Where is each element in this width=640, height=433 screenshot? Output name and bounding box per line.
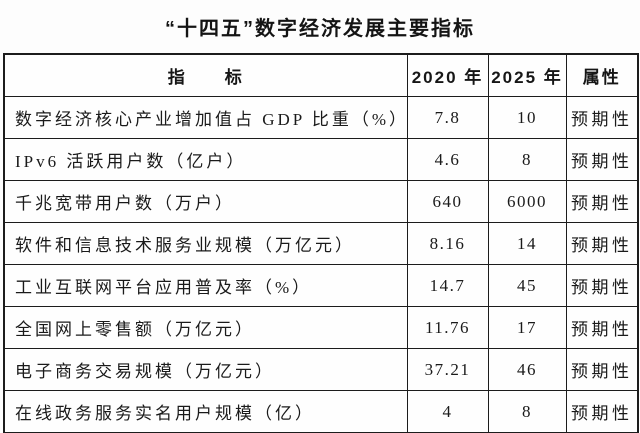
column-header-attribute: 属性 [565, 53, 639, 97]
indicator-cell: IPv6 活跃用户数（亿户） [3, 138, 408, 181]
value-2025-cell: 8 [487, 390, 567, 433]
attribute-cell: 预期性 [565, 306, 639, 349]
value-2025-cell: 6000 [487, 180, 567, 223]
value-2020-cell: 14.7 [406, 264, 489, 307]
table-row: 数字经济核心产业增加值占 GDP 比重（%） 7.8 10 预期性 [3, 96, 639, 139]
attribute-cell: 预期性 [565, 264, 639, 307]
value-2020-cell: 4 [406, 390, 489, 433]
value-2025-cell: 10 [487, 96, 567, 139]
value-2020-cell: 11.76 [406, 306, 489, 349]
attribute-cell: 预期性 [565, 180, 639, 223]
value-2020-cell: 37.21 [406, 348, 489, 391]
attribute-cell: 预期性 [565, 390, 639, 433]
table-row: 工业互联网平台应用普及率（%） 14.7 45 预期性 [3, 264, 639, 307]
indicator-cell: 数字经济核心产业增加值占 GDP 比重（%） [3, 96, 408, 139]
value-2025-cell: 45 [487, 264, 567, 307]
indicator-cell: 工业互联网平台应用普及率（%） [3, 264, 408, 307]
attribute-cell: 预期性 [565, 222, 639, 265]
table-row: 在线政务服务实名用户规模（亿） 4 8 预期性 [3, 390, 639, 433]
indicator-cell: 电子商务交易规模（万亿元） [3, 348, 408, 391]
table-row: 千兆宽带用户数（万户） 640 6000 预期性 [3, 180, 639, 223]
indicator-cell: 全国网上零售额（万亿元） [3, 306, 408, 349]
table-row: IPv6 活跃用户数（亿户） 4.6 8 预期性 [3, 138, 639, 181]
value-2025-cell: 14 [487, 222, 567, 265]
attribute-cell: 预期性 [565, 96, 639, 139]
table-row: 软件和信息技术服务业规模（万亿元） 8.16 14 预期性 [3, 222, 639, 265]
indicator-cell: 软件和信息技术服务业规模（万亿元） [3, 222, 408, 265]
value-2025-cell: 8 [487, 138, 567, 181]
value-2020-cell: 640 [406, 180, 489, 223]
column-header-2020: 2020 年 [406, 53, 489, 97]
page-title: “十四五”数字经济发展主要指标 [165, 18, 475, 40]
indicators-table: 指 标 2020 年 2025 年 属性 数字经济核心产业增加值占 GDP 比重… [3, 53, 639, 433]
attribute-cell: 预期性 [565, 348, 639, 391]
value-2020-cell: 8.16 [406, 222, 489, 265]
column-header-2025: 2025 年 [487, 53, 567, 97]
table-row: 全国网上零售额（万亿元） 11.76 17 预期性 [3, 306, 639, 349]
table-row: 电子商务交易规模（万亿元） 37.21 46 预期性 [3, 348, 639, 391]
value-2020-cell: 7.8 [406, 96, 489, 139]
value-2020-cell: 4.6 [406, 138, 489, 181]
value-2025-cell: 17 [487, 306, 567, 349]
indicator-cell: 千兆宽带用户数（万户） [3, 180, 408, 223]
column-header-indicator: 指 标 [3, 53, 408, 97]
value-2025-cell: 46 [487, 348, 567, 391]
indicator-cell: 在线政务服务实名用户规模（亿） [3, 390, 408, 433]
table-body: 数字经济核心产业增加值占 GDP 比重（%） 7.8 10 预期性 IPv6 活… [3, 96, 639, 433]
table-header-row: 指 标 2020 年 2025 年 属性 [3, 53, 639, 97]
attribute-cell: 预期性 [565, 138, 639, 181]
